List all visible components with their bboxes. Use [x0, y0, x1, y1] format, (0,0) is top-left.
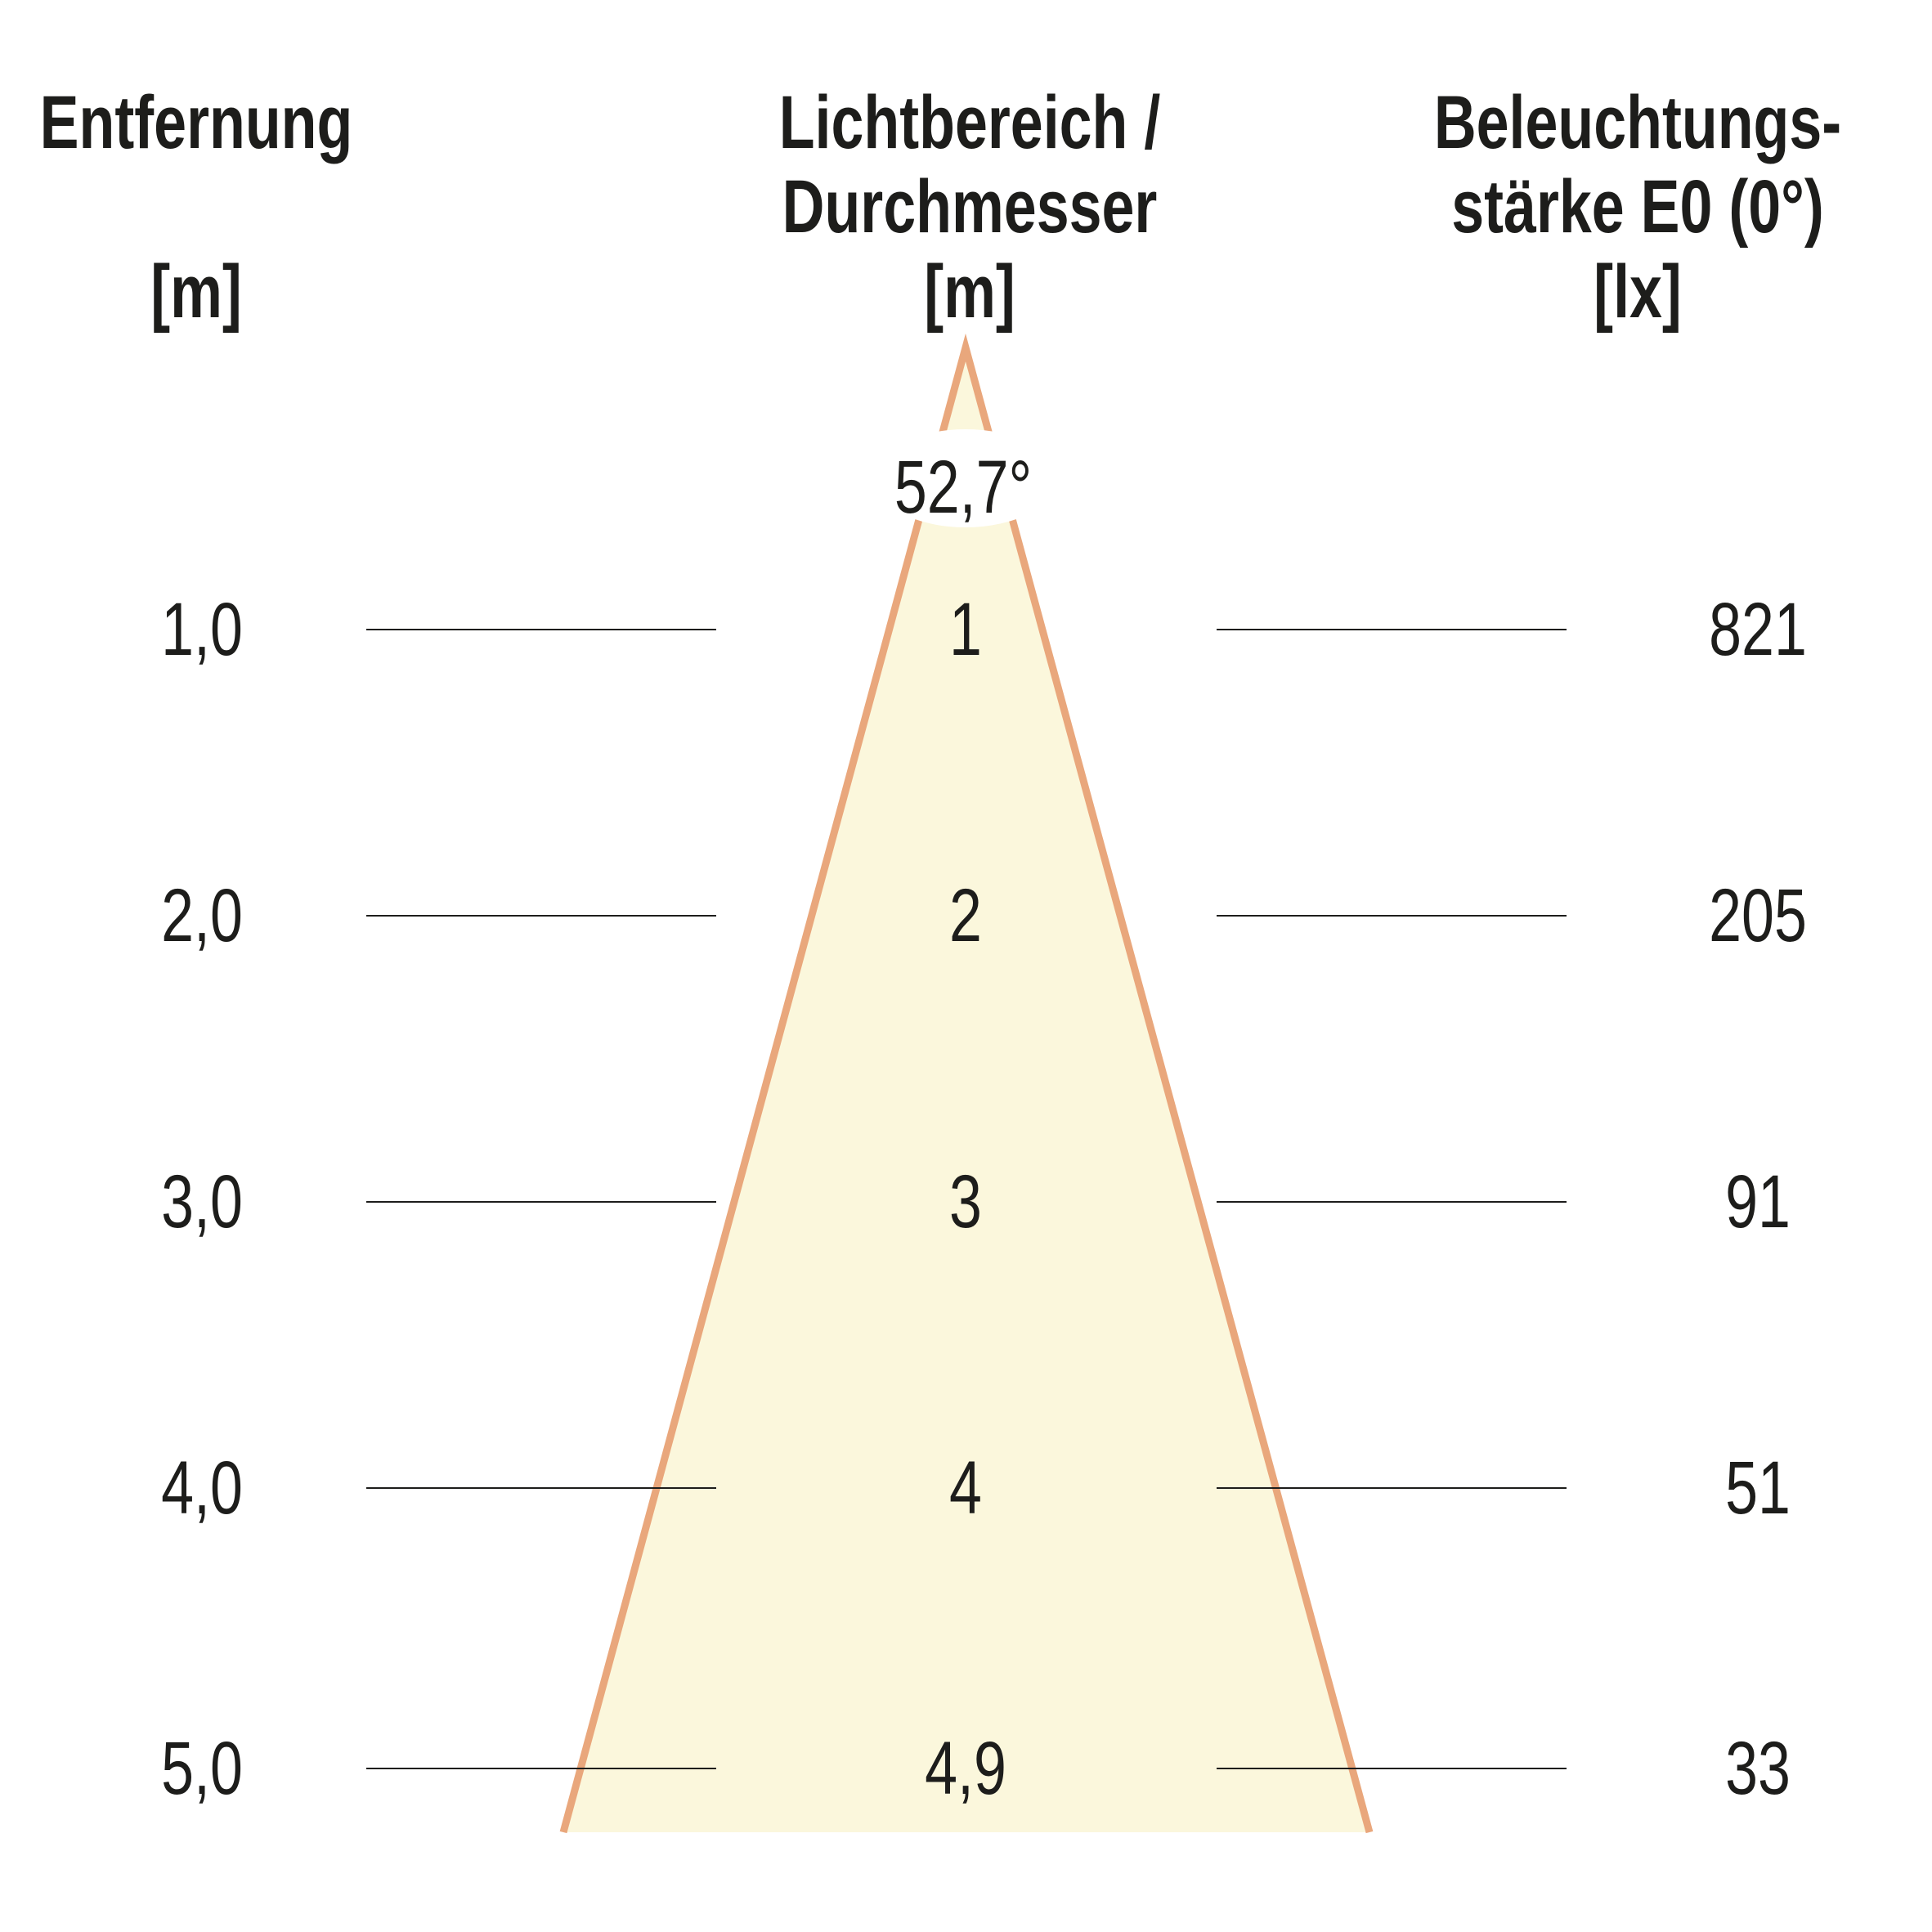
distance-value: 5,0	[161, 1727, 243, 1810]
illuminance-value: 91	[1725, 1160, 1791, 1244]
row-left-line	[366, 1487, 716, 1489]
diameter-column-title-line2: Durchmesser	[782, 165, 1158, 249]
row-right-line	[1217, 1487, 1567, 1489]
diameter-value: 4,9	[925, 1727, 1006, 1810]
row-right-line	[1217, 1768, 1567, 1769]
beam-angle-gap	[874, 429, 1057, 527]
row-right-line	[1217, 1201, 1567, 1203]
row-left-line	[366, 629, 716, 630]
distance-value: 2,0	[161, 874, 243, 957]
distance-value: 4,0	[161, 1446, 243, 1530]
row-right-line	[1217, 629, 1567, 630]
diameter-column-unit: [m]	[924, 250, 1015, 334]
diameter-column-title-line1: Lichtbereich /	[778, 81, 1161, 164]
row-left-line	[366, 1201, 716, 1203]
illuminance-column-title-line2: stärke E0 (0°)	[1451, 165, 1824, 249]
distance-column-title: Entfernung	[39, 81, 353, 164]
row-left-line	[366, 1768, 716, 1769]
illuminance-column-title-line1: Beleuchtungs-	[1433, 81, 1842, 164]
illuminance-value: 51	[1725, 1446, 1791, 1530]
illuminance-column-unit: [lx]	[1594, 250, 1682, 334]
distance-value: 3,0	[161, 1160, 243, 1244]
diameter-value: 4	[949, 1446, 982, 1530]
distance-column-unit: [m]	[150, 250, 242, 334]
illuminance-value: 821	[1709, 588, 1807, 671]
light-cone-outline	[559, 333, 1374, 1834]
diameter-value: 2	[949, 874, 982, 957]
illuminance-value: 33	[1725, 1727, 1791, 1810]
illuminance-value: 205	[1709, 874, 1807, 957]
light-cone-fill	[563, 347, 1369, 1832]
distance-value: 1,0	[161, 588, 243, 671]
row-left-line	[366, 915, 716, 917]
row-right-line	[1217, 915, 1567, 917]
beam-angle-label: 52,7°	[894, 446, 1033, 529]
diameter-value: 3	[949, 1160, 982, 1244]
diameter-value: 1	[949, 588, 982, 671]
